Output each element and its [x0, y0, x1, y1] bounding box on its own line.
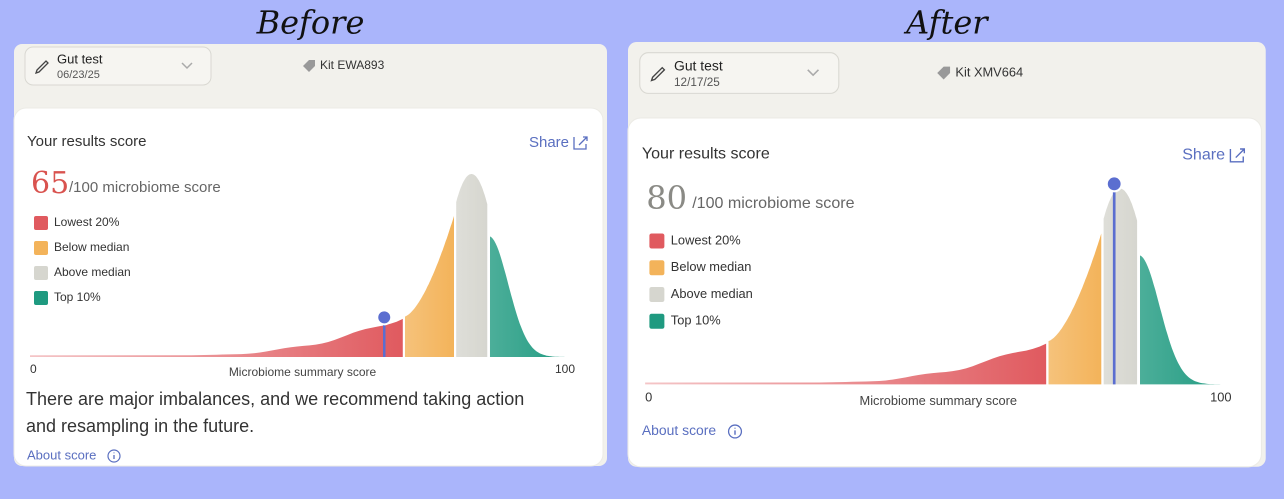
- test-dropdown[interactable]: Gut test 06/23/25: [24, 46, 212, 86]
- legend-swatch: [649, 313, 665, 329]
- panel: Gut test 12/17/25 Kit XMV664 Your results s…: [627, 42, 1266, 468]
- legend-swatch: [649, 233, 665, 249]
- panel-heading: After: [903, 4, 989, 42]
- share-button[interactable]: Share: [1182, 146, 1246, 164]
- share-label: Share: [1182, 146, 1225, 164]
- test-dropdown[interactable]: Gut test 12/17/25: [639, 52, 840, 94]
- kit-id: Kit EWA893: [320, 58, 385, 72]
- score-suffix: /100 microbiome score: [692, 194, 854, 212]
- distribution-segment: [489, 236, 575, 357]
- info-icon: [727, 424, 743, 439]
- score-marker-dot: [376, 309, 393, 326]
- tag-icon: [937, 66, 951, 80]
- legend-label: Lowest 20%: [54, 215, 120, 229]
- kit-id: Kit XMV664: [955, 64, 1023, 79]
- legend-swatch: [34, 291, 48, 305]
- distribution-segment: [30, 318, 403, 357]
- results-card: [627, 117, 1262, 468]
- legend-label: Lowest 20%: [671, 232, 741, 247]
- about-label: About score: [642, 422, 716, 438]
- test-date: 12/17/25: [674, 76, 720, 89]
- about-score[interactable]: About score: [642, 422, 743, 439]
- legend-swatch: [34, 216, 48, 230]
- chevron: [807, 69, 820, 77]
- distribution-segment: [456, 174, 488, 357]
- share-button[interactable]: Share: [529, 134, 588, 151]
- dropdown-box: [639, 52, 840, 94]
- share-label: Share: [529, 134, 569, 151]
- score-marker-dot: [1105, 175, 1123, 193]
- results-title: Your results score: [642, 145, 770, 163]
- score-suffix: /100 microbiome score: [69, 179, 221, 196]
- axis-min: 0: [30, 362, 37, 376]
- tag-icon: [303, 60, 315, 72]
- test-name: Gut test: [57, 51, 103, 66]
- distribution-segment: [645, 343, 1047, 385]
- info-icon: [107, 449, 121, 463]
- axis-max: 100: [1210, 390, 1231, 405]
- message: and resampling in the future.: [26, 416, 254, 436]
- about-score[interactable]: About score: [27, 447, 121, 463]
- pencil-icon: [34, 60, 49, 75]
- legend-label: Below median: [54, 240, 129, 254]
- results-card: [13, 107, 604, 467]
- results-title: Your results score: [27, 133, 147, 150]
- distribution-segment: [404, 216, 455, 357]
- legend-label: Above median: [54, 265, 131, 279]
- axis-label: Microbiome summary score: [860, 393, 1018, 408]
- test-name: Gut test: [674, 57, 723, 73]
- distribution-segment: [1103, 188, 1138, 385]
- legend-swatch: [34, 241, 48, 255]
- legend-swatch: [649, 260, 665, 276]
- share-icon: [573, 136, 588, 150]
- legend-label: Top 10%: [54, 290, 101, 304]
- axis-max: 100: [555, 362, 575, 376]
- about-label: About score: [27, 447, 96, 462]
- axis-min: 0: [645, 390, 652, 405]
- panel: Gut test 06/23/25 Kit EWA893 Your results s…: [13, 44, 607, 467]
- distribution-segment: [1048, 233, 1102, 385]
- dropdown-box: [24, 46, 212, 86]
- legend-label: Above median: [671, 286, 753, 301]
- axis-label: Microbiome summary score: [229, 365, 377, 379]
- legend-label: Top 10%: [671, 313, 721, 328]
- legend-swatch: [649, 287, 665, 303]
- test-date: 06/23/25: [57, 69, 100, 81]
- panel-heading: Before: [256, 4, 365, 42]
- pencil-icon: [650, 66, 666, 82]
- distribution-segment: [1139, 255, 1232, 385]
- score-value: 80: [646, 179, 687, 217]
- share-icon: [1229, 148, 1246, 163]
- message: There are major imbalances, and we recom…: [26, 389, 524, 409]
- chevron: [181, 62, 193, 70]
- score-value: 65: [31, 166, 69, 201]
- legend-swatch: [34, 266, 48, 280]
- legend-label: Below median: [671, 259, 752, 274]
